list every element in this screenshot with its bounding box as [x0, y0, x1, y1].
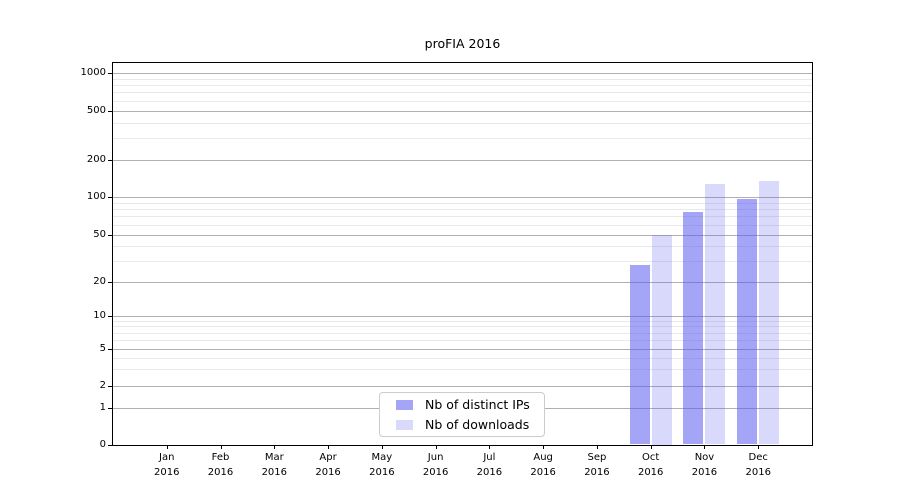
y-tick-label: 500	[86, 105, 106, 116]
y-tick-mark	[108, 197, 112, 198]
minor-gridline	[113, 332, 812, 334]
y-tick-mark	[108, 111, 112, 112]
minor-gridline	[113, 138, 812, 140]
y-tick-mark	[108, 234, 112, 236]
y-tick-mark	[108, 444, 112, 446]
major-gridline	[113, 234, 812, 236]
x-tick-mark	[274, 445, 276, 449]
major-gridline	[113, 386, 812, 387]
minor-gridline	[113, 92, 812, 94]
minor-gridline	[113, 246, 812, 248]
y-tick-mark	[108, 408, 112, 410]
minor-gridline	[113, 357, 812, 359]
major-gridline	[113, 315, 812, 317]
y-tick-mark	[108, 72, 112, 74]
y-tick-mark	[108, 282, 112, 283]
y-tick-label: 5	[99, 342, 106, 354]
bar-downloads	[651, 234, 672, 445]
minor-gridline	[113, 122, 812, 124]
x-tick-label: Oct 2016	[637, 452, 664, 478]
x-tick-label: Dec 2016	[745, 452, 771, 478]
x-tick-label: Jun 2016	[422, 452, 449, 478]
minor-gridline	[113, 224, 812, 226]
minor-gridline	[113, 369, 812, 371]
major-gridline	[113, 159, 812, 161]
x-tick-label: Apr 2016	[315, 452, 341, 478]
major-gridline	[113, 282, 812, 283]
minor-gridline	[113, 100, 812, 102]
legend: Nb of distinct IPs Nb of downloads	[379, 392, 545, 437]
bar-downloads	[759, 181, 780, 445]
minor-gridline	[113, 326, 812, 328]
bar-downloads	[705, 184, 726, 445]
major-gridline	[113, 111, 812, 112]
major-gridline	[113, 197, 812, 198]
y-tick-mark	[108, 159, 112, 161]
x-tick-label: Jul 2016	[476, 452, 503, 478]
x-tick-mark	[435, 445, 437, 449]
bar-distinct-ips	[737, 198, 758, 445]
y-tick-mark	[108, 315, 112, 317]
x-tick-mark	[543, 445, 545, 449]
x-tick-label: Jan 2016	[154, 452, 180, 478]
x-tick-label: Sep 2016	[584, 452, 610, 478]
legend-swatch-distinct-ips-icon	[396, 399, 413, 410]
minor-gridline	[113, 85, 812, 87]
legend-item-downloads: Nb of downloads	[396, 418, 544, 431]
y-tick-label: 1	[99, 402, 106, 414]
y-tick-label: 200	[86, 153, 106, 165]
legend-label-downloads: Nb of downloads	[425, 417, 530, 432]
x-tick-mark	[758, 445, 760, 449]
x-tick-mark	[704, 445, 706, 449]
x-tick-label: May 2016	[369, 452, 395, 478]
minor-gridline	[113, 320, 812, 322]
legend-swatch-downloads-icon	[396, 419, 413, 430]
chart-title: proFIA 2016	[424, 36, 501, 51]
y-tick-label: 50	[93, 228, 106, 240]
minor-gridline	[113, 216, 812, 218]
minor-gridline	[113, 202, 812, 204]
y-tick-label: 20	[93, 276, 106, 287]
plot-area	[112, 62, 813, 446]
x-tick-mark	[489, 445, 491, 449]
x-tick-mark	[328, 445, 330, 449]
y-tick-mark	[108, 348, 112, 350]
y-tick-mark	[108, 386, 112, 387]
x-tick-label: Nov 2016	[691, 452, 718, 478]
minor-gridline	[113, 260, 812, 262]
x-tick-label: Aug 2016	[530, 452, 556, 478]
bar-distinct-ips	[629, 264, 650, 445]
x-tick-label: Mar 2016	[261, 452, 288, 478]
major-gridline	[113, 72, 812, 74]
legend-item-distinct-ips: Nb of distinct IPs	[396, 398, 544, 411]
x-tick-mark	[166, 445, 168, 449]
minor-gridline	[113, 209, 812, 211]
minor-gridline	[113, 340, 812, 342]
major-gridline	[113, 348, 812, 350]
y-tick-label: 100	[86, 191, 106, 202]
x-tick-mark	[596, 445, 598, 449]
bar-distinct-ips	[683, 211, 704, 445]
y-tick-label: 10	[93, 309, 106, 321]
x-tick-mark	[650, 445, 652, 449]
y-tick-label: 2	[99, 380, 106, 391]
legend-label-distinct-ips: Nb of distinct IPs	[425, 397, 530, 412]
minor-gridline	[113, 78, 812, 80]
y-tick-label: 0	[99, 438, 106, 450]
x-tick-label: Feb 2016	[207, 452, 234, 478]
y-tick-label: 1000	[80, 66, 106, 78]
x-tick-mark	[220, 445, 222, 449]
x-tick-mark	[381, 445, 383, 449]
